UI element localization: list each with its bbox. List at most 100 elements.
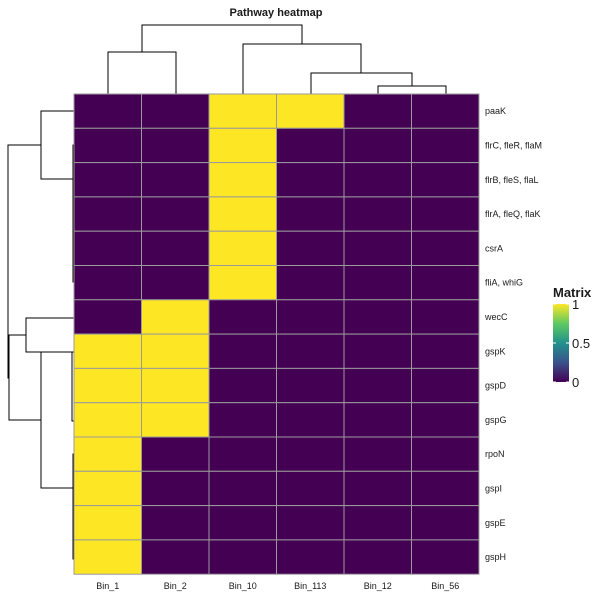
heatmap-cell [411,127,480,164]
row-label: gspD [485,381,507,391]
heatmap-cell [276,333,345,369]
heatmap-cell [141,265,210,301]
col-dendro-link-bin113-group [310,72,413,94]
row-label: csrA [485,243,503,253]
heatmap-cell [276,299,345,335]
heatmap-cell [73,333,142,369]
heatmap-cell [141,299,210,335]
row-labels: paaK flrC, fleR, flaM flrB, fleS, flaL flrA… [484,106,542,562]
column-labels: Bin_1 Bin_2 Bin_10 Bin_113 Bin_12 Bin_56 [96,581,459,591]
heatmap-cell [411,299,480,335]
heatmap-cell [276,230,345,266]
heatmap-cell [141,470,210,507]
heatmap-cell [343,539,412,575]
color-legend: Matrix 10.50 [553,285,592,390]
heatmap-cell [276,196,345,232]
heatmap-cell [141,93,210,129]
heatmap-cell [73,505,142,541]
legend-tick-label: 0 [572,375,579,390]
heatmap-cell [343,436,412,472]
column-label: Bin_2 [164,581,187,591]
heatmap-cell [141,230,210,266]
row-label: flrC, fleR, flaM [485,140,542,150]
heatmap-cell [208,402,277,438]
row-label: fliA, whiG [485,278,523,288]
heatmap-cell [141,196,210,232]
heatmap-cell [276,470,345,507]
row-label: flrB, fleS, flaL [485,175,539,185]
heatmap-cell [73,265,142,301]
heatmap-cell [276,539,345,575]
heatmap-cells [73,93,480,575]
row-label: gspE [485,518,506,528]
heatmap-cell [208,367,277,404]
heatmap-cell [208,93,277,129]
heatmap-cell [411,196,480,232]
heatmap-cell [141,436,210,472]
heatmap-cell [343,93,412,129]
heatmap-cell [276,367,345,404]
heatmap-cell [208,470,277,507]
row-label: wecC [484,312,508,322]
heatmap-cell [73,470,142,507]
column-label: Bin_113 [294,581,326,591]
row-label: gspG [485,415,507,425]
heatmap-cell [73,196,142,232]
row-dendro-link-lower-cluster [8,334,41,421]
row-label: gspI [485,483,502,493]
heatmap-cell [343,299,412,335]
row-label: gspH [485,552,506,562]
heatmap-cell [73,93,142,129]
heatmap-cell [141,333,210,369]
heatmap-cell [411,230,480,266]
row-dendro-link-wecc-gsp [25,317,74,353]
heatmap-cell [208,505,277,541]
heatmap-cell [411,539,480,575]
heatmap-cell [343,196,412,232]
column-label: Bin_12 [364,581,392,591]
heatmap-cell [208,162,277,198]
heatmap-cell [141,505,210,541]
heatmap-cell [208,299,277,335]
heatmap-cell [208,265,277,301]
row-label: flrA, fleQ, flaK [485,209,541,219]
heatmap-cell [411,333,480,369]
legend-colorbar [553,304,569,382]
row-label: gspK [485,346,506,356]
heatmap-cell [276,505,345,541]
heatmap-cell [343,505,412,541]
row-label: paaK [485,106,506,116]
heatmap-cell [411,402,480,438]
heatmap-cell [343,367,412,404]
heatmap-cell [343,127,412,164]
row-dendro-link-gsp-rpon [40,351,74,489]
heatmap-cell [411,367,480,404]
column-label: Bin_56 [431,581,459,591]
heatmap-cell [276,402,345,438]
heatmap-cell [141,367,210,404]
heatmap-cell [343,162,412,198]
chart-title: Pathway heatmap [230,7,323,19]
row-dendro-link-root [7,144,41,379]
heatmap-cell [208,333,277,369]
column-label: Bin_1 [96,581,119,591]
heatmap-cell [343,402,412,438]
heatmap-cell [411,265,480,301]
heatmap-cell [343,230,412,266]
heatmap-cell [208,539,277,575]
heatmap-cell [411,470,480,507]
heatmap-cell [343,470,412,507]
heatmap-cell [73,402,142,438]
heatmap-cell [208,230,277,266]
heatmap-cell [141,127,210,164]
column-label: Bin_10 [229,581,257,591]
heatmap-cell [141,162,210,198]
heatmap-cell [276,436,345,472]
row-dendrogram [7,110,74,560]
heatmap-cell [276,162,345,198]
heatmap-cell [73,127,142,164]
heatmap-cell [208,127,277,164]
heatmap-cell [73,539,142,575]
heatmap-cell [411,505,480,541]
